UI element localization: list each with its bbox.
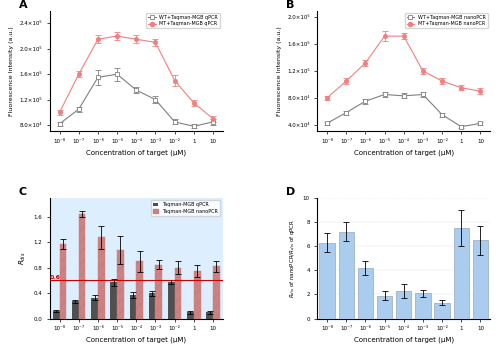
Bar [136, 261, 143, 319]
Text: 0.6: 0.6 [50, 275, 61, 280]
Bar [377, 296, 392, 319]
Bar [148, 293, 156, 319]
Bar [156, 264, 162, 319]
Bar [320, 242, 334, 319]
Bar [174, 268, 182, 319]
Bar [110, 282, 117, 319]
Y-axis label: Fluorescence Intensity (a.u.): Fluorescence Intensity (a.u.) [9, 26, 14, 116]
Y-axis label: Fluorescence Intensity (a.u.): Fluorescence Intensity (a.u.) [276, 26, 281, 116]
Bar [454, 228, 469, 319]
Bar [117, 250, 124, 319]
X-axis label: Concentration of target (μM): Concentration of target (μM) [86, 337, 186, 343]
Bar [213, 267, 220, 319]
Bar [60, 244, 66, 319]
Text: C: C [19, 187, 27, 198]
Bar [130, 295, 136, 319]
X-axis label: Concentration of target (μM): Concentration of target (μM) [354, 150, 454, 156]
X-axis label: Concentration of target (μM): Concentration of target (μM) [354, 337, 454, 343]
X-axis label: Concentration of target (μM): Concentration of target (μM) [86, 150, 186, 156]
Bar [79, 214, 86, 319]
Bar [396, 291, 411, 319]
Bar [53, 311, 60, 319]
Legend: WT+Taqman-MGB nanoPCR, MT+Taqman-MGB nanoPCR: WT+Taqman-MGB nanoPCR, MT+Taqman-MGB nan… [404, 13, 487, 28]
Bar [72, 302, 79, 319]
Text: A: A [19, 0, 28, 10]
Bar [194, 271, 200, 319]
Bar [338, 232, 354, 319]
Bar [187, 312, 194, 319]
Bar [434, 303, 450, 319]
Bar [91, 298, 98, 319]
Text: B: B [286, 0, 295, 10]
Bar [168, 282, 174, 319]
Bar [415, 293, 430, 319]
Bar [472, 240, 488, 319]
Y-axis label: $R_{dis}$: $R_{dis}$ [18, 251, 28, 265]
Bar [206, 312, 213, 319]
Legend: WT+Taqman-MGB qPCR, MT+Taqman-MGB qPCR: WT+Taqman-MGB qPCR, MT+Taqman-MGB qPCR [146, 13, 220, 28]
Bar [98, 237, 104, 319]
Text: D: D [286, 187, 296, 198]
Y-axis label: $R_{dis}$ of nanoPCR/$R_{dis}$ of qPCR: $R_{dis}$ of nanoPCR/$R_{dis}$ of qPCR [288, 218, 298, 298]
Legend: Taqman-MGB qPCR, Taqman-MGB nanoPCR: Taqman-MGB qPCR, Taqman-MGB nanoPCR [150, 200, 220, 216]
Bar [358, 268, 373, 319]
